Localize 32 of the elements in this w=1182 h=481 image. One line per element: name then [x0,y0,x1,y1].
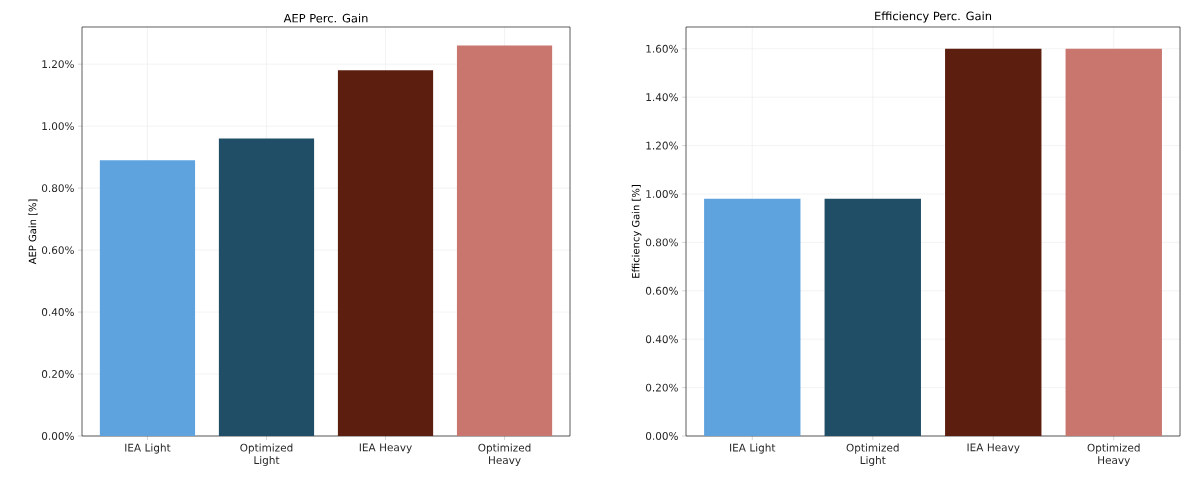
bar [337,70,434,436]
y-tick-label: 0.40% [41,308,74,317]
y-tick-label: 1.00% [646,190,678,198]
y-tick-label: 1.60% [646,44,678,53]
y-axis-title: Efficiency Gain [%] [631,185,642,278]
y-tick-label: 1.40% [646,93,678,102]
x-tick-label: IEA Light [730,443,776,454]
x-tick-label: IEA Heavy [359,443,412,454]
x-tick-label: Optimized Heavy [1087,443,1140,467]
y-tick-label: 0.00% [41,432,74,440]
x-tick-label: Optimized Light [240,443,293,467]
y-tick-label: 0.00% [645,432,678,440]
bar [456,45,553,436]
y-tick-label: 0.60% [645,286,678,295]
chart-title: AEP Perc. Gain [283,13,368,23]
y-tick-label: 0.20% [645,383,678,392]
x-tick-label: IEA Heavy [967,443,1020,454]
y-tick-label: 0.40% [645,335,678,344]
bar [99,160,196,436]
y-tick-label: 1.20% [646,141,678,150]
y-tick-label: 0.80% [41,184,74,193]
x-tick-label: IEA Light [125,443,171,454]
chart-title: Efficiency Perc. Gain [875,11,992,23]
bar [218,138,315,436]
y-tick-label: 0.80% [645,238,678,247]
y-axis-title: AEP Gain [%] [28,199,38,265]
x-tick-label: Optimized Heavy [478,443,531,467]
x-tick-label: Optimized Light [846,443,899,467]
y-tick-label: 0.20% [41,370,74,378]
y-tick-label: 1.20% [42,60,74,69]
y-tick-label: 1.00% [42,122,74,131]
y-tick-label: 0.60% [41,246,74,255]
